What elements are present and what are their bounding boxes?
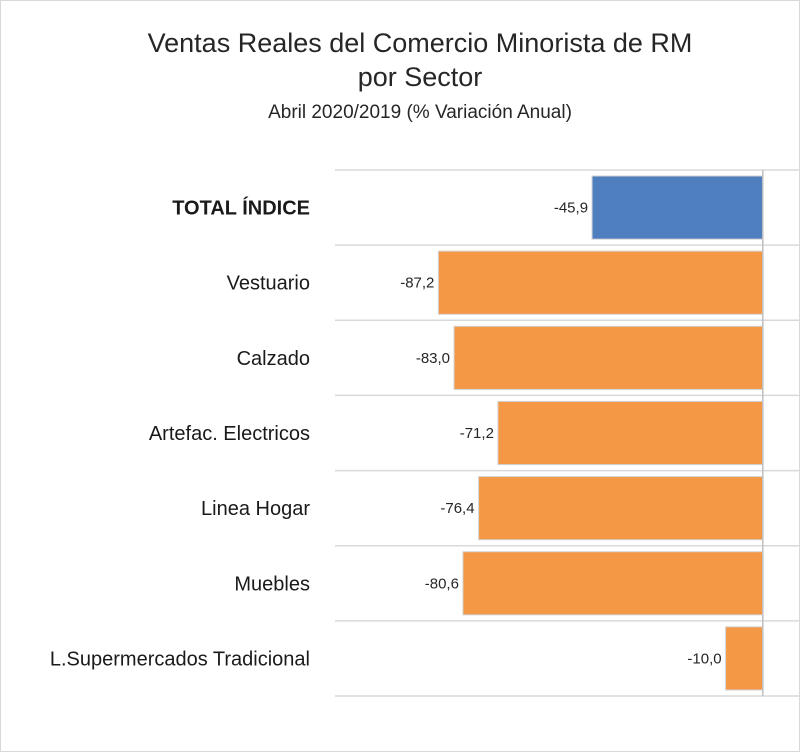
category-label: Calzado [237,348,310,370]
category-label: Vestuario [227,273,310,295]
category-label: L.Supermercados Tradicional [50,648,310,670]
bar [497,400,764,466]
bar [725,626,764,691]
data-label: -83,0 [416,350,450,367]
bar [591,175,764,240]
plot-area: -45,9 TOTAL ÍNDICE -87,2 Vestuario -83,0 Calz… [50,169,800,697]
chart-subtitle: Abril 2020/2019 (% Variación Anual) [268,102,572,123]
category-label: Muebles [234,573,310,595]
data-label: -87,2 [400,275,434,292]
data-label: -10,0 [687,650,721,667]
data-label: -71,2 [460,425,494,442]
category-label: Artefac. Electricos [149,423,310,445]
bar [478,476,764,541]
chart-title-line2: por Sector [358,62,483,92]
category-label: TOTAL ÍNDICE [172,197,310,220]
bar [462,551,764,616]
data-label: -76,4 [440,500,474,517]
chart-title: Ventas Reales del Comercio Minorista de … [148,28,693,58]
data-label: -45,9 [554,200,588,217]
data-label: -80,6 [425,575,459,592]
bar [453,325,764,390]
bar [437,250,764,315]
category-label: Linea Hogar [201,498,310,520]
